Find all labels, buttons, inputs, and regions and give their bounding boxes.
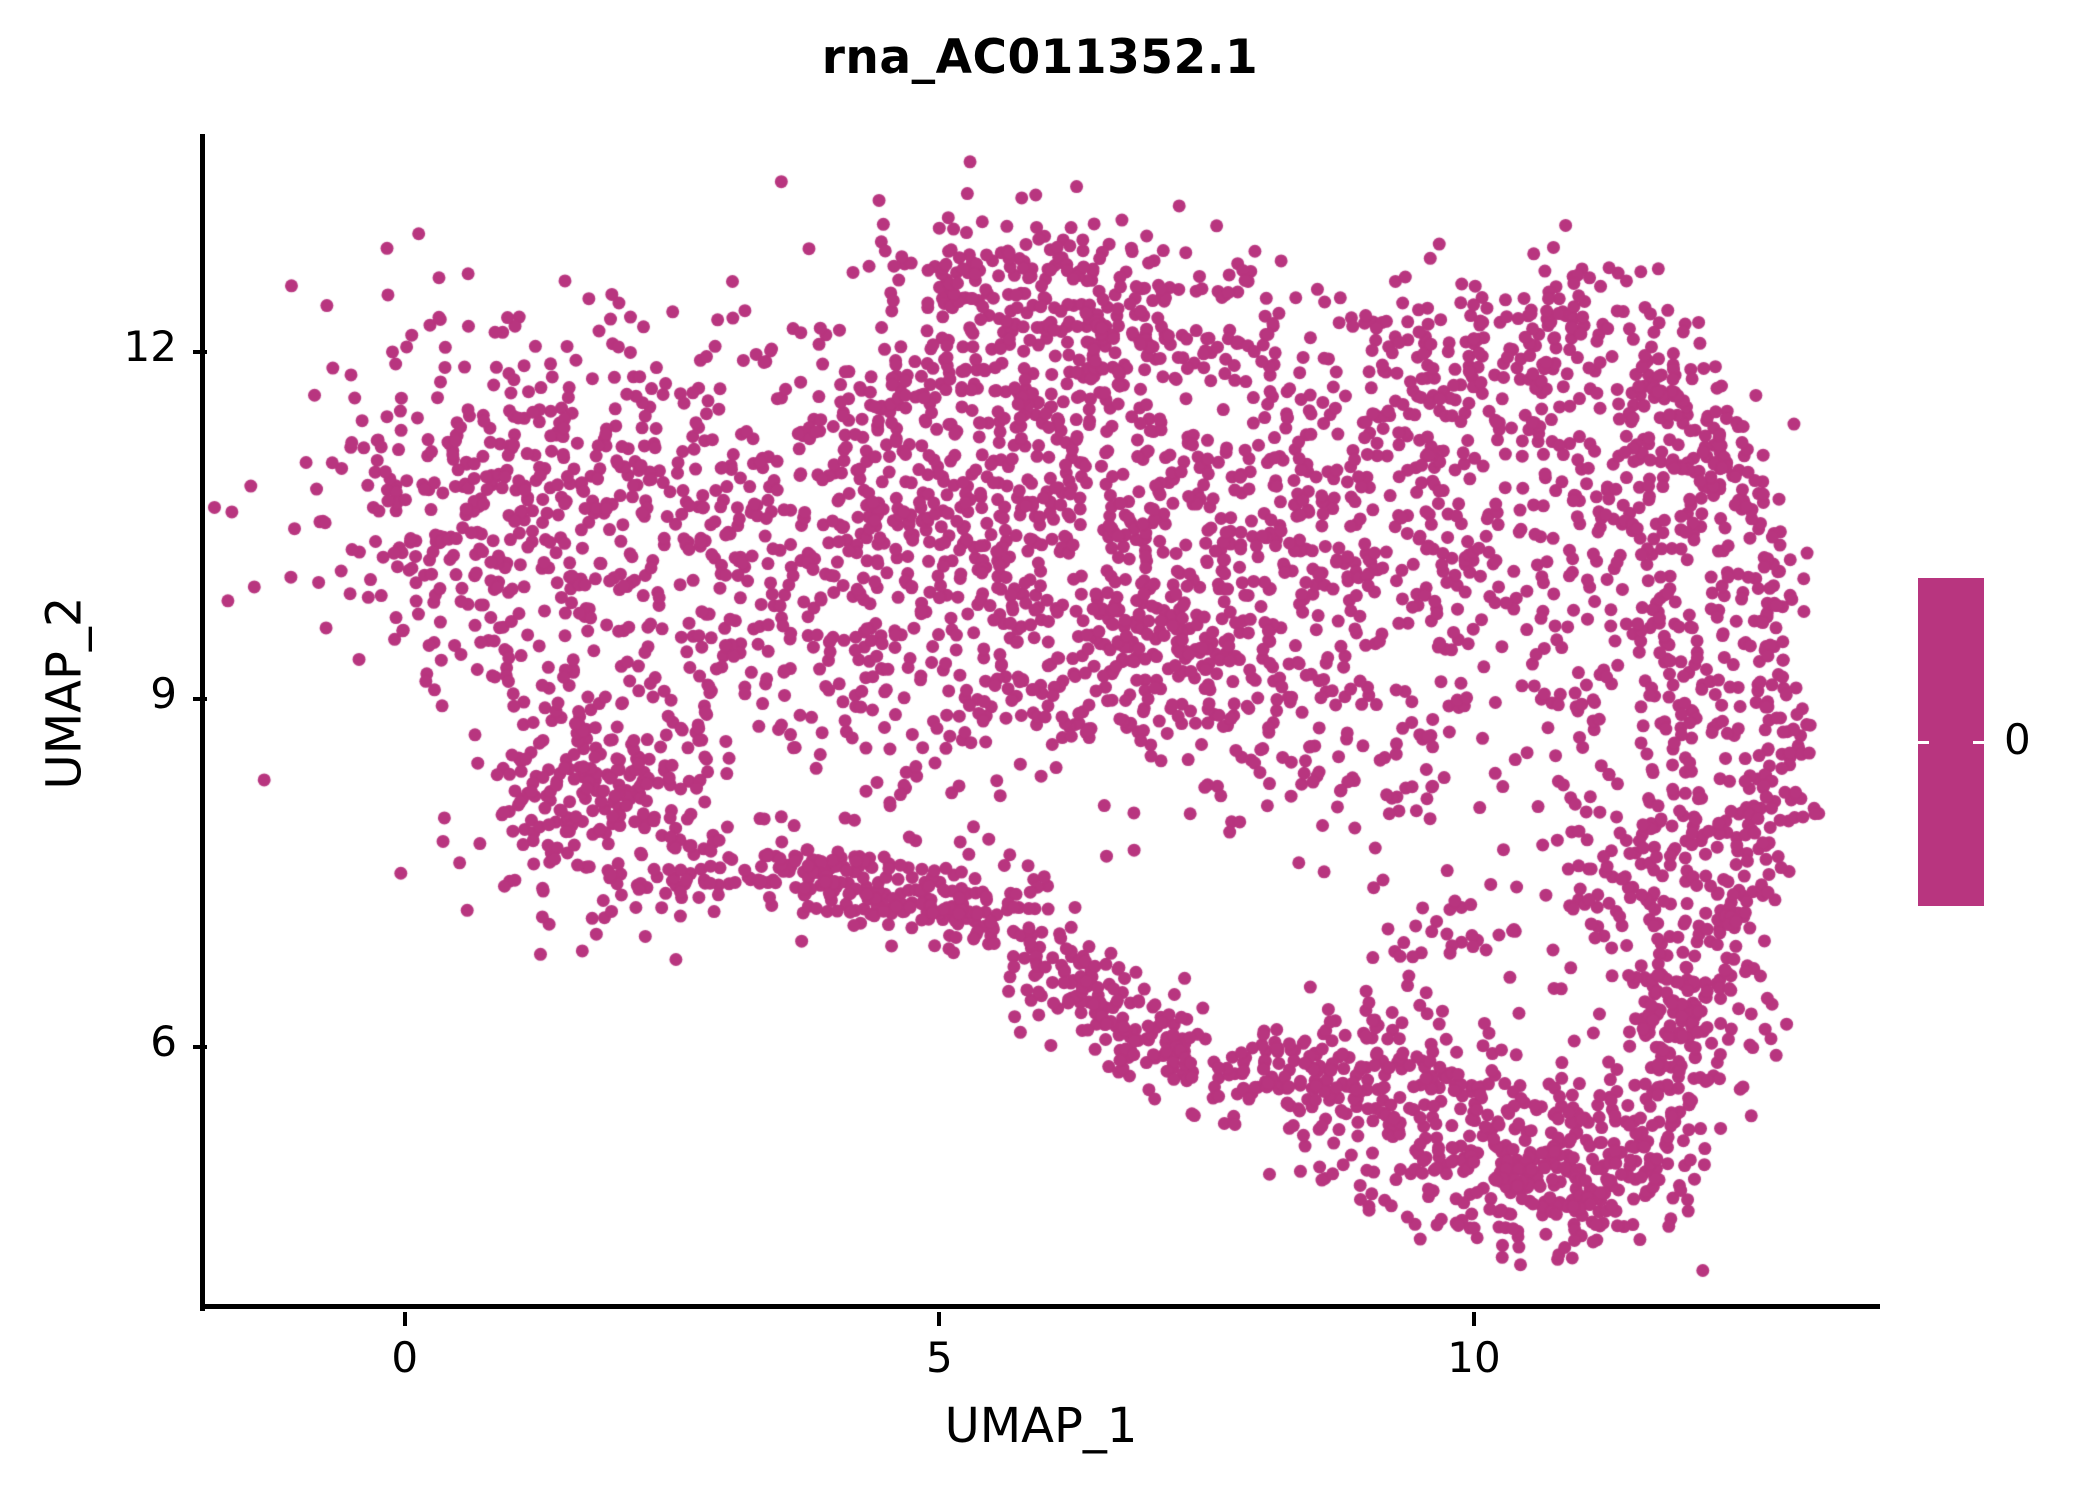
x-tick-label: 10 xyxy=(1447,1333,1501,1382)
x-tick-label: 0 xyxy=(391,1333,419,1382)
x-tick-mark xyxy=(402,1312,407,1326)
plot-area xyxy=(207,138,1875,1307)
y-tick-mark xyxy=(193,697,207,702)
y-axis-spine xyxy=(200,134,205,1311)
y-tick-label: 12 xyxy=(123,322,177,372)
y-tick-label: 6 xyxy=(150,1016,177,1066)
x-tick-mark xyxy=(937,1312,942,1326)
x-tick-label: 5 xyxy=(926,1333,953,1382)
x-tick-mark xyxy=(1472,1312,1477,1326)
y-tick-mark xyxy=(193,1044,207,1049)
colorbar-tick-right xyxy=(1973,741,1984,744)
y-axis-label: UMAP_2 xyxy=(36,596,93,790)
scatter-points-layer xyxy=(207,138,1875,1307)
y-tick-label: 9 xyxy=(150,669,177,719)
colorbar-tick-label: 0 xyxy=(2004,715,2031,764)
page-title: rna_AC011352.1 xyxy=(821,30,1259,85)
colorbar-tick-left xyxy=(1918,741,1929,744)
y-tick-mark xyxy=(193,350,207,355)
x-axis-label: UMAP_1 xyxy=(944,1398,1138,1454)
